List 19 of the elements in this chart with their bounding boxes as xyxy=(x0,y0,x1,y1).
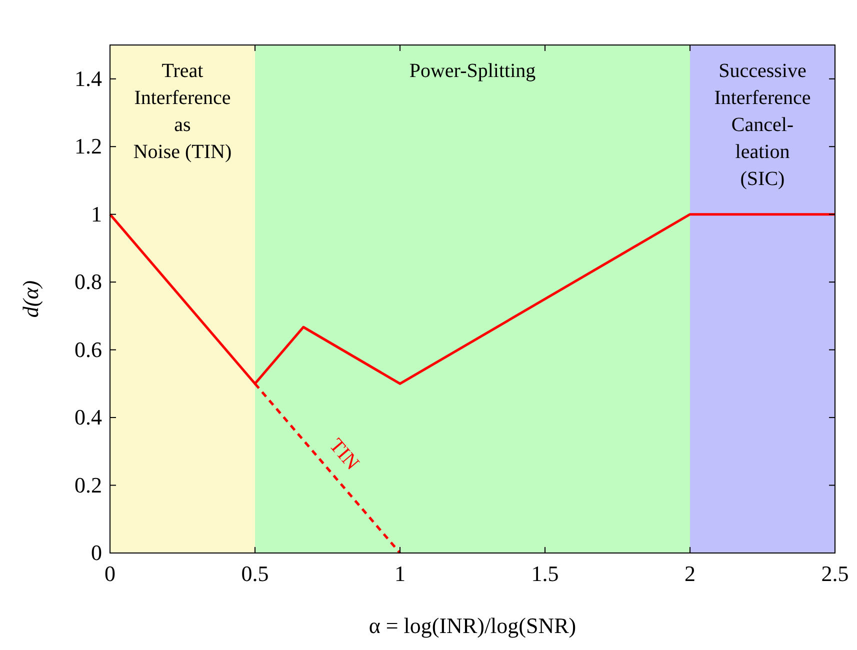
y-tick-label: 0.6 xyxy=(74,336,102,362)
y-tick-label: 1.2 xyxy=(74,134,102,159)
y-axis-title: d(α) xyxy=(18,280,43,318)
annotation: TIN xyxy=(324,434,364,474)
band-label: Treat Interference as Noise (TIN) xyxy=(133,60,232,163)
y-tick-label: 0.4 xyxy=(74,404,102,430)
y-tick-label: 1.4 xyxy=(74,66,102,91)
x-tick-label: 2.5 xyxy=(821,561,849,586)
band-label: Power-Splitting xyxy=(409,60,536,82)
band-label: Successive Interference Cancel- leation (SIC) xyxy=(714,60,811,190)
y-tick-label: 1 xyxy=(91,201,102,226)
y-tick-label: 0.2 xyxy=(74,472,102,498)
y-tick-label: 0.8 xyxy=(74,269,102,294)
y-tick-label: 0 xyxy=(91,540,102,565)
x-tick-label: 1.5 xyxy=(531,561,559,586)
x-tick-label: 0.5 xyxy=(241,561,269,586)
x-tick-label: 2 xyxy=(684,561,696,586)
x-axis-title: α = log(INR)/log(SNR) xyxy=(368,613,576,638)
x-tick-label: 1 xyxy=(394,561,406,586)
